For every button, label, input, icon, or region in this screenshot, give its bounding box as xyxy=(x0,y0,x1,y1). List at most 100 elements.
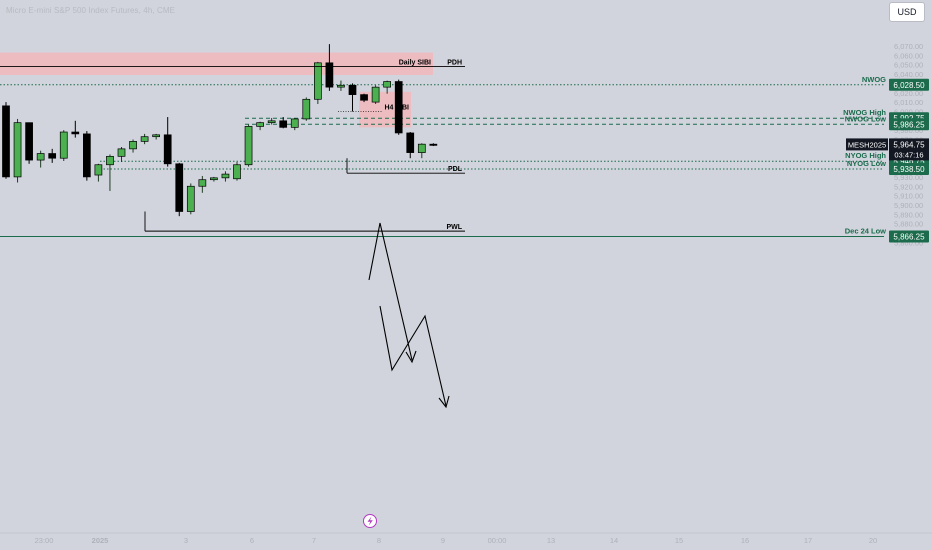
candle xyxy=(198,175,207,193)
candle xyxy=(36,150,45,168)
candle xyxy=(129,139,137,153)
candle-body xyxy=(302,98,311,120)
candle-body xyxy=(244,126,253,166)
time-tick-label: 8 xyxy=(377,536,381,545)
candle-body xyxy=(406,132,415,153)
candle-body xyxy=(94,164,103,176)
candle xyxy=(59,130,68,162)
candle xyxy=(314,61,322,104)
candle-body xyxy=(82,133,91,178)
ray-label: PDH xyxy=(447,60,462,67)
time-tick-label: 3 xyxy=(184,536,188,545)
time-axis: 23:00 2025 3 6 7 8 9 00:00 13 14 15 16 17 20 xyxy=(0,514,932,545)
level-line-label: NYOG Low xyxy=(847,159,886,168)
time-tick-label: 20 xyxy=(869,536,877,545)
current-symbol-text: MESH2025 xyxy=(848,140,886,149)
arrow-head xyxy=(438,395,450,409)
candle xyxy=(186,183,195,215)
level-price-label-bg xyxy=(889,162,929,175)
projection-path xyxy=(368,222,413,361)
sibi-zones xyxy=(0,52,433,128)
level-line-label: NWOG High xyxy=(843,108,886,117)
candle-body xyxy=(279,120,288,128)
level-price-label: 6,028.50 xyxy=(889,78,929,91)
time-tick-label: 9 xyxy=(441,536,445,545)
level-price-label-text: 5,986.25 xyxy=(893,120,925,129)
candle xyxy=(13,118,22,183)
candle-body xyxy=(256,122,264,127)
currency-button[interactable]: USD xyxy=(889,2,925,22)
candle xyxy=(383,80,391,94)
candle xyxy=(163,117,172,167)
candle-body xyxy=(163,134,172,165)
candle-body xyxy=(59,131,68,159)
candle xyxy=(152,133,160,140)
candle-body xyxy=(71,131,80,135)
candle-body xyxy=(360,94,368,101)
candle xyxy=(360,93,368,103)
time-tick-label: 00:00 xyxy=(488,536,507,545)
price-tick-label: 6,060.00 xyxy=(894,51,923,60)
ray-lines: Daily SIBI PDH H4 SIBI PDL PWL xyxy=(0,60,465,232)
level-price-label-bg xyxy=(889,230,929,243)
candle xyxy=(106,154,114,191)
candle-body xyxy=(106,155,114,166)
price-tick-label: 5,900.00 xyxy=(894,201,923,210)
ray-label: PWL xyxy=(446,224,462,231)
level-price-label-bg xyxy=(889,78,929,91)
price-tick-label: 6,070.00 xyxy=(894,42,923,51)
price-tick-label: 6,050.00 xyxy=(894,61,923,70)
price-tick-label: 5,920.00 xyxy=(894,182,923,191)
candle-body xyxy=(198,179,207,187)
candle xyxy=(394,79,403,135)
candle xyxy=(25,122,33,164)
candle-body xyxy=(152,134,160,138)
level-price-label: 5,986.25 xyxy=(889,118,929,131)
candle xyxy=(348,83,357,112)
price-tick-label: 6,020.00 xyxy=(894,89,923,98)
candle-body xyxy=(371,86,380,103)
candle-body xyxy=(221,173,230,179)
level-price-label-bg xyxy=(889,118,929,131)
price-tick-label: 5,890.00 xyxy=(894,210,923,219)
time-tick-label: 16 xyxy=(741,536,749,545)
candle-body xyxy=(2,105,10,178)
lightning-icon-bolt xyxy=(367,516,373,526)
price-tick-label: 5,910.00 xyxy=(894,192,923,201)
current-symbol-bg xyxy=(846,138,888,151)
candle xyxy=(325,44,334,91)
time-tick-label: 15 xyxy=(675,536,683,545)
candle xyxy=(2,102,10,179)
candle-body xyxy=(267,120,276,124)
candle-body xyxy=(394,81,403,134)
price-tick-label: 5,880.00 xyxy=(894,220,923,229)
candle-body xyxy=(348,84,357,95)
level-price-label-text: 5,946.75 xyxy=(893,157,925,166)
candle xyxy=(279,117,288,129)
candle xyxy=(429,143,438,147)
lightning-icon[interactable] xyxy=(363,514,377,528)
time-tick-label: 13 xyxy=(547,536,555,545)
candle xyxy=(406,132,415,159)
candle xyxy=(117,146,126,162)
chart-title: Micro E-mini S&P 500 Index Futures, 4h, … xyxy=(6,6,176,15)
candle xyxy=(140,133,149,145)
candle-body xyxy=(175,163,184,212)
candle-body xyxy=(325,62,334,88)
candle xyxy=(210,176,218,182)
candle xyxy=(417,143,426,159)
time-tick-label: 6 xyxy=(250,536,254,545)
arrow-head xyxy=(405,350,417,364)
candle-body xyxy=(36,153,45,161)
candle-body xyxy=(429,143,438,146)
level-price-label-text: 6,028.50 xyxy=(893,81,925,90)
level-price-label-text: 5,938.50 xyxy=(893,165,925,174)
candle xyxy=(244,124,253,167)
candle-body xyxy=(117,148,126,157)
ray-label: Daily SIBI xyxy=(399,60,431,67)
candle-body xyxy=(417,143,426,153)
level-line-label: Dec 24 Low xyxy=(845,227,886,236)
ray-label: PDL xyxy=(448,166,463,173)
